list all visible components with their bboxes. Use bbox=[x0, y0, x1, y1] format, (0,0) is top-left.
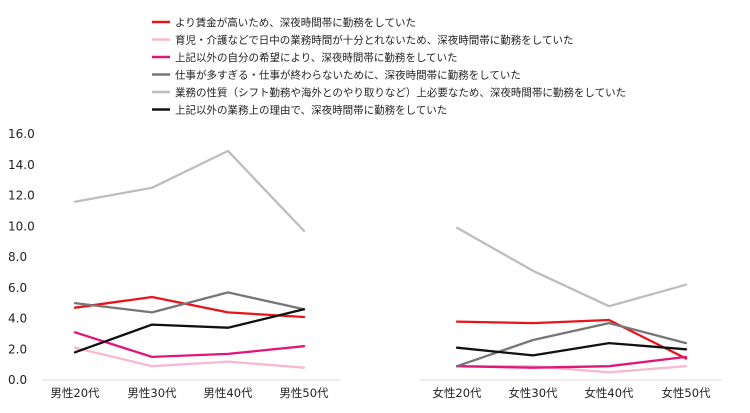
y-tick-label: 2.0 bbox=[8, 342, 27, 356]
y-tick-label: 14.0 bbox=[8, 158, 35, 172]
series-line bbox=[73, 308, 306, 354]
legend-label: 育児・介護などで日中の業務時間が十分とれないため、深夜時間帯に勤務をしていた bbox=[175, 34, 573, 47]
x-tick-label: 男性50代 bbox=[279, 386, 329, 400]
y-tick-label: 10.0 bbox=[8, 219, 35, 233]
legend-label: より賃金が高いため、深夜時間帯に勤務をしていた bbox=[175, 16, 416, 29]
x-tick-label: 男性30代 bbox=[127, 386, 177, 400]
y-tick-label: 6.0 bbox=[8, 281, 27, 295]
legend-label: 上記以外の業務上の理由で、深夜時間帯に勤務をしていた bbox=[175, 104, 447, 117]
series-line bbox=[455, 341, 688, 357]
legend: より賃金が高いため、深夜時間帯に勤務をしていた育児・介護などで日中の業務時間が十… bbox=[152, 16, 626, 117]
series-line bbox=[455, 321, 688, 368]
x-tick-label: 男性20代 bbox=[50, 386, 100, 400]
x-axis: 男性20代 男性30代 男性40代 男性50代 女性20代 女性30代 女性40代 女性50代 bbox=[42, 379, 722, 400]
x-tick-label: 女性50代 bbox=[661, 386, 711, 400]
series-lines bbox=[73, 149, 688, 374]
series-line bbox=[455, 355, 688, 369]
x-tick-label: 男性40代 bbox=[203, 386, 253, 400]
series-line bbox=[73, 149, 306, 233]
legend-label: 業務の性質（シフト勤務や海外とのやり取りなど）上必要なため、深夜時間帯に勤務をし… bbox=[175, 86, 626, 99]
y-tick-label: 12.0 bbox=[8, 189, 35, 203]
y-axis: 0.0 2.0 4.0 6.0 8.0 10.0 12.0 14.0 16.0 bbox=[8, 127, 35, 387]
series-line bbox=[73, 295, 306, 319]
x-tick-label: 女性30代 bbox=[508, 386, 558, 400]
y-tick-label: 8.0 bbox=[8, 250, 27, 264]
y-tick-label: 4.0 bbox=[8, 312, 27, 326]
series-line bbox=[73, 291, 306, 314]
x-tick-label: 女性40代 bbox=[584, 386, 634, 400]
legend-label: 上記以外の自分の希望により、深夜時間帯に勤務をしていた bbox=[175, 51, 458, 64]
series-line bbox=[455, 318, 688, 360]
legend-label: 仕事が多すぎる・仕事が終わらないために、深夜時間帯に勤務をしていた bbox=[175, 69, 521, 82]
series-line bbox=[73, 346, 306, 369]
y-tick-label: 0.0 bbox=[8, 373, 27, 387]
series-line bbox=[455, 226, 688, 308]
series-line bbox=[73, 331, 306, 359]
y-tick-label: 16.0 bbox=[8, 127, 35, 141]
x-tick-label: 女性20代 bbox=[432, 386, 482, 400]
